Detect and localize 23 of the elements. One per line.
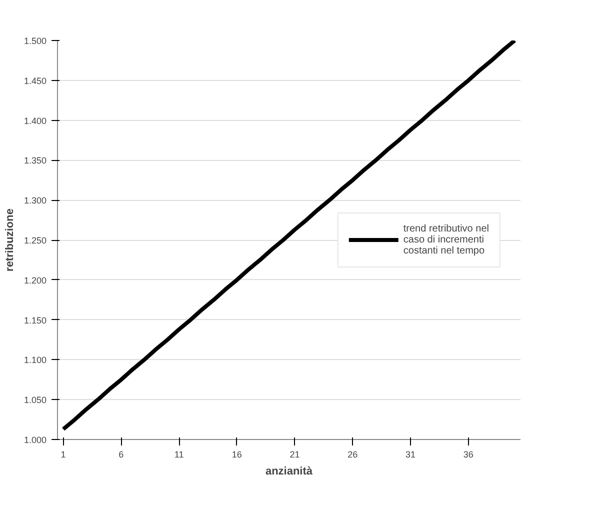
y-tick-label: 1.500 <box>24 36 47 46</box>
x-tick-label: 26 <box>348 450 358 460</box>
y-tick-label: 1.150 <box>24 315 47 326</box>
x-tick-label: 16 <box>232 450 242 460</box>
y-tick-label: 1.000 <box>24 435 47 445</box>
y-tick-label: 1.100 <box>24 355 47 366</box>
y-axis-title: retribuzione <box>4 208 16 272</box>
y-tick-label: 1.450 <box>24 76 47 86</box>
y-tick-label: 1.350 <box>24 156 47 166</box>
y-tick-label: 1.300 <box>24 196 47 206</box>
y-tick-label: 1.400 <box>24 116 47 126</box>
x-tick-label: 11 <box>174 450 184 460</box>
x-tick-label: 1 <box>60 450 66 460</box>
x-tick-label: 6 <box>118 450 124 460</box>
y-tick-label: 1.200 <box>24 275 47 286</box>
y-tick-label: 1.250 <box>24 236 47 246</box>
y-tick-label: 1.050 <box>24 395 47 406</box>
x-tick-label: 31 <box>406 450 416 460</box>
line-series <box>61 40 517 432</box>
legend-label: trend retributivo nel caso di incrementi costanti nel tempo <box>403 223 489 256</box>
x-tick-label: 36 <box>463 450 474 460</box>
x-tick-label: 21 <box>290 450 300 460</box>
x-axis-title: anzianità <box>265 466 314 478</box>
